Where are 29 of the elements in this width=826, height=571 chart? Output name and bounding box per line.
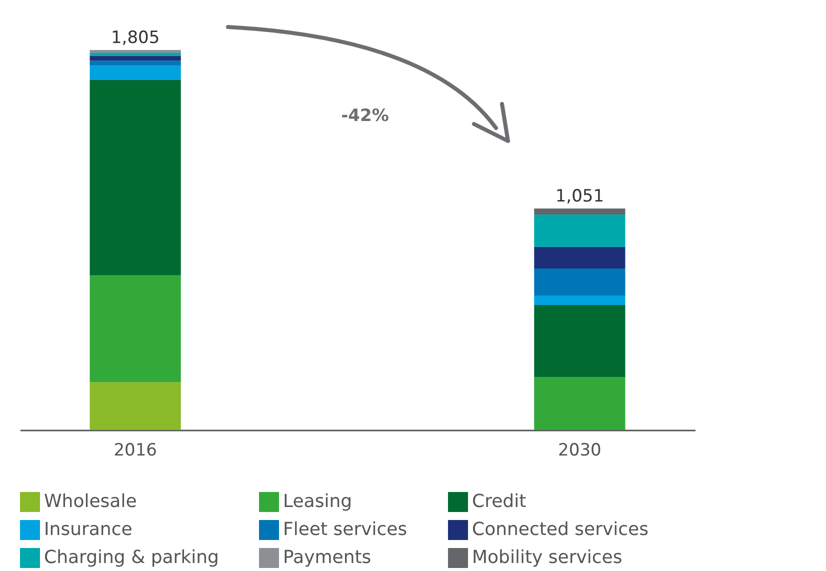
bar — [534, 304, 626, 378]
bar — [534, 214, 626, 247]
bar — [534, 377, 626, 430]
bar — [534, 268, 626, 296]
legend-label: Charging & parking — [44, 547, 219, 568]
bar — [534, 208, 626, 215]
bar — [90, 275, 181, 382]
legend-label: Connected services — [472, 519, 649, 540]
bar — [90, 80, 181, 276]
bar — [90, 60, 181, 66]
legend-label: Credit — [472, 491, 526, 512]
annotation: 1,805 — [110, 28, 160, 48]
bar — [534, 296, 626, 305]
x-tick-label: 2030 — [558, 440, 602, 460]
legend-label: Mobility services — [472, 547, 622, 568]
x-tick-label: 2016 — [114, 440, 157, 460]
legend-label: Fleet services — [283, 519, 408, 540]
bar — [90, 52, 181, 56]
annotation: -42% — [341, 106, 389, 126]
bar — [90, 56, 181, 61]
bar — [90, 50, 181, 53]
bar — [534, 246, 626, 268]
legend-label: Payments — [283, 547, 372, 568]
legend-label: Wholesale — [44, 491, 137, 512]
legend-label: Insurance — [44, 519, 132, 540]
bar — [90, 382, 181, 430]
legend-label: Leasing — [283, 491, 352, 512]
bar — [90, 66, 181, 80]
annotation: 1,051 — [555, 186, 604, 206]
